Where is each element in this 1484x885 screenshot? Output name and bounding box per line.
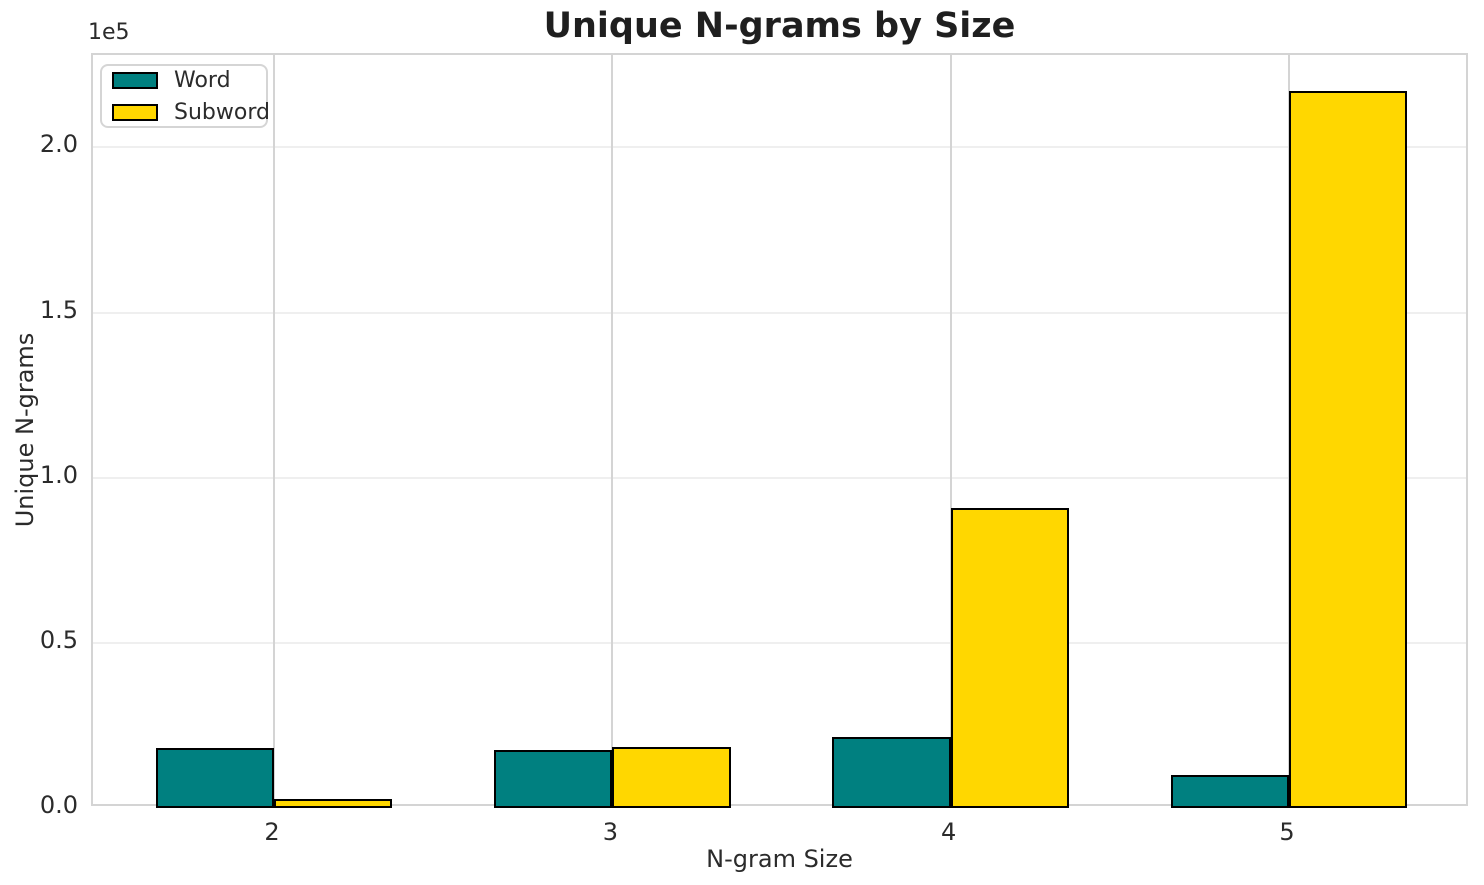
x-axis-label: N-gram Size xyxy=(706,845,853,873)
y-gridline xyxy=(93,641,1466,644)
y-gridline xyxy=(93,476,1466,479)
legend-label-word: Word xyxy=(174,67,231,93)
y-axis-offset-label: 1e5 xyxy=(88,20,130,45)
bar-subword-5 xyxy=(1288,91,1408,808)
y-axis-label: Unique N-grams xyxy=(11,332,39,528)
y-tick-label: 0.0 xyxy=(39,791,78,819)
y-tick-label: 1.0 xyxy=(39,460,78,489)
bar-word-4 xyxy=(832,736,951,808)
bar-word-3 xyxy=(493,749,613,808)
x-gridline xyxy=(949,55,952,804)
bar-subword-2 xyxy=(274,799,393,808)
x-gridline xyxy=(273,55,275,804)
x-tick-label: 3 xyxy=(602,818,618,846)
subword-color-swatch xyxy=(112,103,158,121)
word-color-swatch xyxy=(112,71,158,89)
legend-item-word: Word xyxy=(112,68,256,93)
x-gridline xyxy=(611,55,614,804)
bar-subword-4 xyxy=(950,508,1070,808)
y-gridline xyxy=(93,146,1466,149)
bar-word-2 xyxy=(155,747,274,808)
bar-subword-3 xyxy=(612,746,731,808)
y-tick-label: 1.5 xyxy=(39,295,78,324)
x-tick-label: 4 xyxy=(941,818,957,846)
x-tick-label: 5 xyxy=(1279,818,1295,846)
y-tick-label: 0.5 xyxy=(39,625,78,654)
y-tick-label: 2.0 xyxy=(39,130,78,159)
legend: Word Subword xyxy=(100,64,270,128)
bar-word-5 xyxy=(1170,774,1289,808)
plot-area xyxy=(91,53,1468,808)
y-gridline xyxy=(93,311,1466,314)
legend-label-subword: Subword xyxy=(174,99,270,125)
x-tick-label: 2 xyxy=(264,818,280,846)
chart-title: Unique N-grams by Size xyxy=(543,6,1016,46)
legend-item-subword: Subword xyxy=(112,100,270,125)
